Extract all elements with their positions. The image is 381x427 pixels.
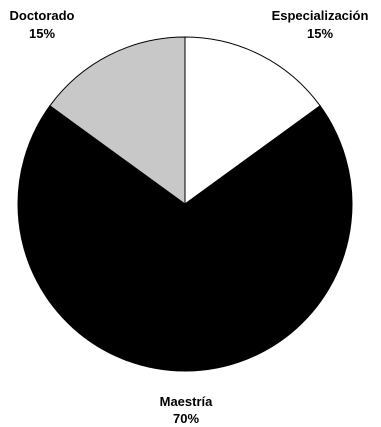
slice-label-doctorado-value: 15% [29, 26, 55, 41]
slice-label-especializacion-name: Especialización [272, 8, 369, 23]
slice-label-especializacion-value: 15% [307, 26, 333, 41]
slice-label-maestria-name: Maestría [160, 394, 214, 409]
slice-label-maestria: Maestría 70% [160, 394, 214, 426]
pie-slices [18, 37, 352, 371]
slice-label-especializacion: Especialización 15% [272, 8, 369, 41]
slice-label-maestria-value: 70% [173, 411, 199, 426]
slice-label-doctorado-name: Doctorado [10, 8, 75, 23]
slice-label-doctorado: Doctorado 15% [10, 8, 75, 41]
